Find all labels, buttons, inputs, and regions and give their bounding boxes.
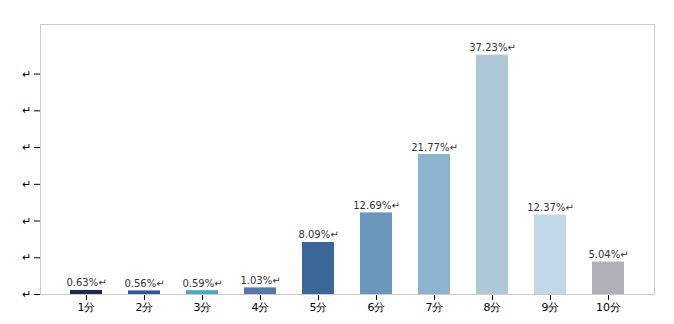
- svg-text:0.63%↵: 0.63%↵: [66, 277, 106, 288]
- svg-text:1.03%↵: 1.03%↵: [240, 275, 280, 286]
- svg-text:3分: 3分: [194, 301, 212, 314]
- svg-text:↵: ↵: [22, 288, 31, 301]
- svg-text:5.04%↵: 5.04%↵: [588, 249, 628, 260]
- svg-text:↵: ↵: [22, 68, 31, 81]
- svg-text:8.09%↵: 8.09%↵: [298, 229, 338, 240]
- svg-text:↵: ↵: [22, 251, 31, 264]
- svg-text:4分: 4分: [252, 301, 270, 314]
- svg-text:↵: ↵: [22, 104, 31, 117]
- svg-text:↵: ↵: [22, 215, 31, 228]
- svg-text:5分: 5分: [310, 301, 328, 314]
- svg-text:10分: 10分: [596, 301, 621, 314]
- svg-text:12.37%↵: 12.37%↵: [527, 202, 574, 213]
- svg-text:1分: 1分: [78, 301, 96, 314]
- svg-text:↵: ↵: [22, 178, 31, 191]
- svg-text:12.69%↵: 12.69%↵: [353, 200, 400, 211]
- svg-text:0.56%↵: 0.56%↵: [124, 278, 164, 289]
- svg-text:7分: 7分: [426, 301, 444, 314]
- svg-text:↵: ↵: [22, 141, 31, 154]
- svg-text:8分: 8分: [484, 301, 502, 314]
- svg-text:2分: 2分: [136, 301, 154, 314]
- svg-text:9分: 9分: [542, 301, 560, 314]
- svg-text:37.23%↵: 37.23%↵: [469, 42, 516, 53]
- svg-text:0.59%↵: 0.59%↵: [182, 278, 222, 289]
- svg-text:6分: 6分: [368, 301, 386, 314]
- svg-text:21.77%↵: 21.77%↵: [411, 142, 458, 153]
